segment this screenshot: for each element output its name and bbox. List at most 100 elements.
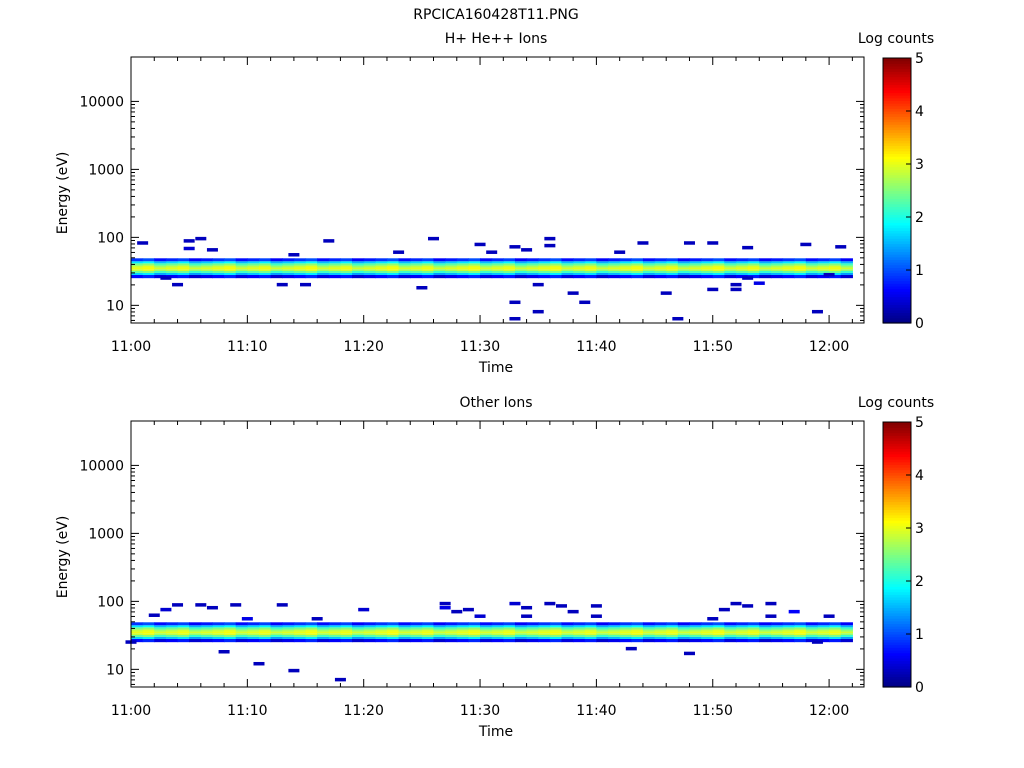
heatmap-cell [189,633,202,636]
heatmap-cell [642,263,656,266]
heatmap-cell [212,274,225,279]
heatmap-cell [247,263,260,266]
panel-title: Other Ions [459,395,532,411]
heatmap-cell [386,267,400,270]
heatmap-point [218,650,230,654]
heatmap-cell [503,269,516,272]
colorbar-segment [883,514,911,518]
heatmap-cell [608,633,621,636]
heatmap-cell [503,638,516,643]
heatmap-cell [421,631,435,634]
heatmap-point [579,300,591,305]
heatmap-cell [224,633,237,636]
heatmap-cell [514,627,528,630]
colorbar-segment [883,169,911,173]
heatmap-cell [561,635,574,637]
heatmap-cell [689,274,702,279]
heatmap-cell [445,263,458,266]
heatmap-cell [549,633,563,636]
heatmap-cell [177,638,190,643]
colorbar-segment [883,309,911,313]
heatmap-cell [491,267,504,270]
plot-frame [130,420,865,688]
colorbar-segment [883,522,911,526]
heatmap-cell [340,271,353,273]
heatmap-cell [212,638,225,643]
heatmap-cell [805,631,819,634]
colorbar-segment [883,320,911,324]
heatmap-cell [317,627,330,630]
heatmap-cell [142,629,155,632]
heatmap-cell [293,269,307,272]
heatmap-cell [200,267,214,270]
heatmap-cell [224,274,237,279]
heatmap-cell [235,635,248,637]
heatmap-cell [328,633,342,636]
heatmap-cell [654,261,667,264]
heatmap-cell [165,269,179,272]
heatmap-cell [596,258,609,262]
heatmap-point [637,241,649,245]
heatmap-cell [596,627,609,630]
heatmap-cell [340,625,353,628]
heatmap-cell [573,638,586,643]
heatmap-cell [654,629,667,632]
heatmap-cell [642,631,656,634]
heatmap-cell [317,635,330,637]
heatmap-cell [747,638,760,643]
heatmap-cell [736,638,749,643]
heatmap-cell [386,261,400,264]
heatmap-cell [200,258,214,262]
heatmap-cell [759,638,772,643]
heatmap-cell [526,636,539,639]
heatmap-cell [514,636,528,639]
colorbar-segment [883,578,911,582]
heatmap-cell [736,271,749,273]
heatmap-cell [608,636,621,639]
heatmap-cell [549,271,563,273]
heatmap-cell [631,271,644,273]
colorbar-segment [883,60,911,64]
heatmap-cell [817,625,830,628]
heatmap-cell [782,265,795,268]
heatmap-cell [363,629,376,632]
heatmap-cell [212,271,225,273]
heatmap-cell [456,627,470,630]
heatmap-cell [503,636,516,639]
heatmap-cell [247,635,260,637]
colorbar-segment [883,469,911,473]
heatmap-cell [724,631,737,634]
heatmap-cell [480,265,493,268]
heatmap-cell [608,274,621,279]
heatmap-cell [549,636,563,639]
heatmap-cell [747,267,760,270]
heatmap-cell [829,271,842,273]
heatmap-cell [305,629,318,632]
y-tick-label: 1000 [88,162,124,178]
heatmap-point [206,248,218,252]
heatmap-cell [270,258,283,262]
heatmap-cell [782,631,795,634]
heatmap-cell [514,274,528,279]
heatmap-cell [829,269,842,272]
heatmap-cell [131,265,144,268]
heatmap-cell [154,636,167,639]
heatmap-cell [724,265,737,268]
colorbar-segment [883,304,911,308]
colorbar-segment [883,559,911,564]
heatmap-cell [747,627,760,630]
heatmap-point [742,276,754,280]
heatmap-cell [398,269,411,272]
colorbar-segment [883,219,911,223]
heatmap-cell [573,265,586,268]
heatmap-cell [724,271,737,273]
colorbar-segment [883,588,911,593]
heatmap-cell [247,271,260,273]
heatmap-cell [189,269,202,272]
heatmap-cell [421,636,435,639]
heatmap-cell [480,627,493,630]
colorbar-segment [883,246,911,250]
heatmap-cell [165,274,179,279]
heatmap-cell [561,636,574,639]
heatmap-cell [666,272,679,275]
